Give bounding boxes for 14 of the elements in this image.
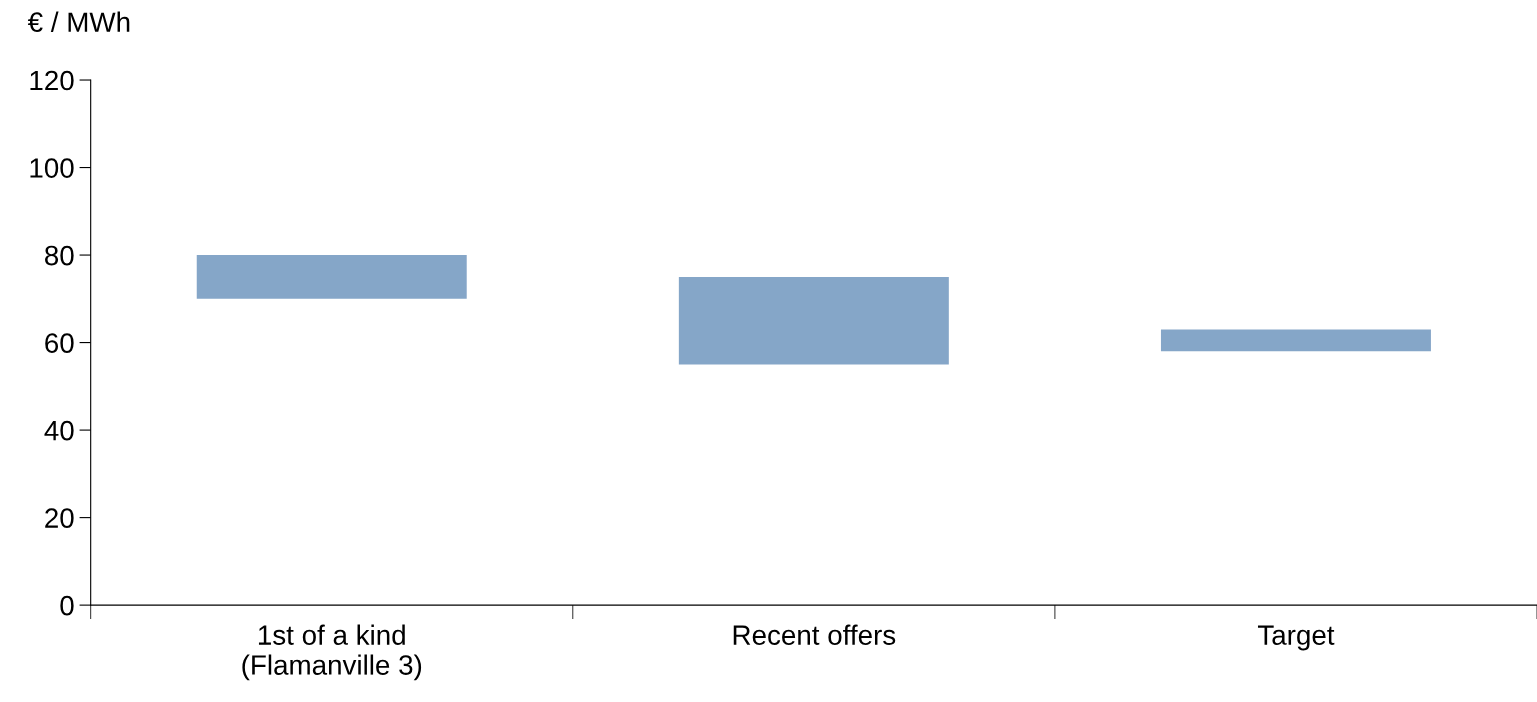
y-tick-label: 120 xyxy=(30,70,74,91)
y-tick-label: 100 xyxy=(30,158,74,178)
x-tick-label: 1st of a kind (Flamanville 3) xyxy=(242,624,422,681)
x-tick-label: Target xyxy=(1257,625,1335,651)
bar xyxy=(678,276,949,365)
y-tick-label: 40 xyxy=(44,420,74,441)
bar xyxy=(196,255,467,299)
y-tick-label: 60 xyxy=(45,333,74,353)
y-tick-label: 0 xyxy=(60,595,74,616)
y-tick-label: 80 xyxy=(45,245,74,266)
x-tick-label: Recent offers xyxy=(733,624,896,645)
y-tick-label: 20 xyxy=(45,508,74,528)
y-axis-title: € / MWh xyxy=(27,11,130,33)
bar xyxy=(1160,329,1431,352)
